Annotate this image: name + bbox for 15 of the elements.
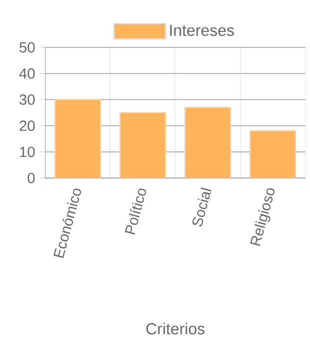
- y-tick-label: 10: [20, 146, 35, 158]
- x-tick-label: Social: [192, 187, 212, 227]
- bar: [119, 112, 166, 178]
- x-tick-label: Político: [124, 188, 146, 235]
- y-tick-label: 0: [28, 172, 35, 184]
- bar: [184, 106, 231, 178]
- x-tick-label: Religioso: [250, 188, 274, 246]
- y-tick-label: 50: [19, 42, 35, 53]
- x-axis-title: Criterios: [146, 322, 204, 334]
- y-tick-label: 40: [19, 68, 35, 79]
- bar: [249, 130, 296, 178]
- bar: [54, 99, 101, 178]
- y-tick-label: 20: [20, 120, 35, 131]
- legend-label: Intereses: [170, 24, 234, 36]
- y-tick-label: 30: [19, 94, 35, 105]
